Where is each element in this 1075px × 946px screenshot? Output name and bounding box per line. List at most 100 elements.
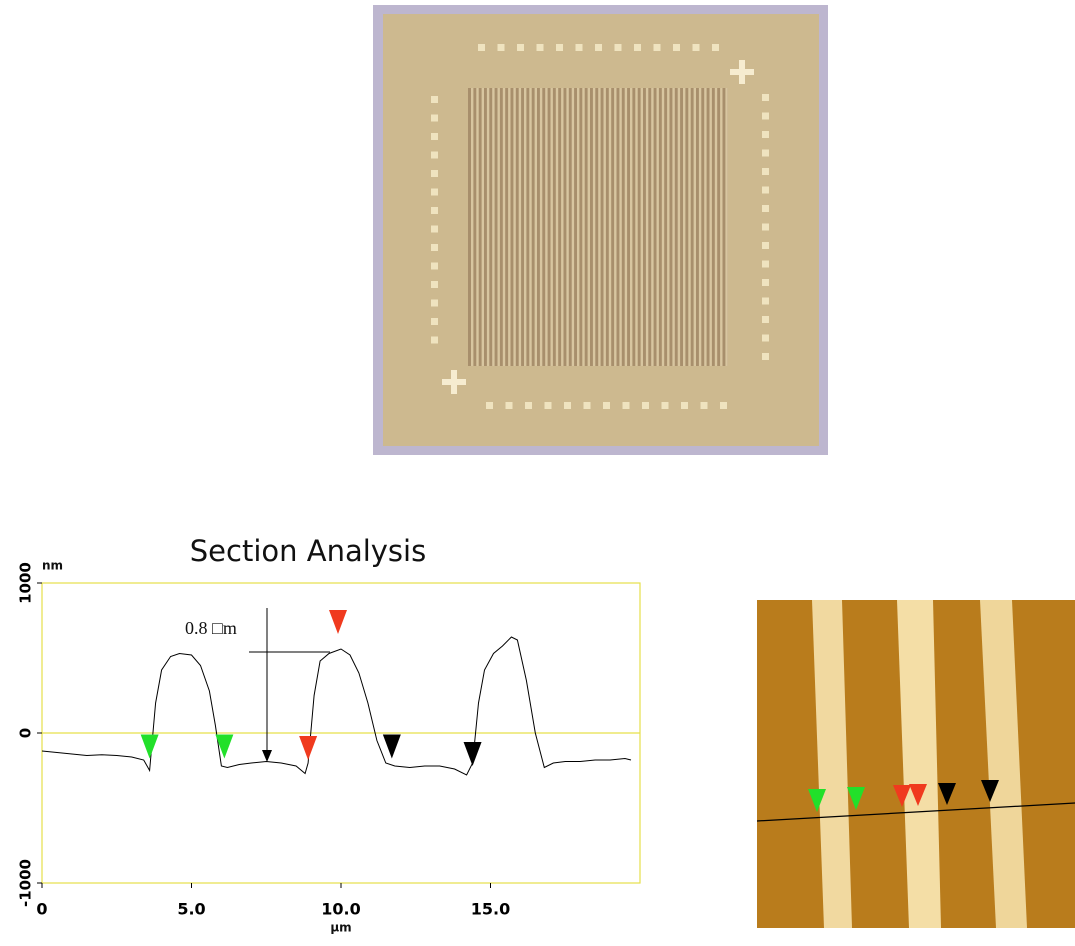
pad: [545, 402, 552, 409]
pad: [762, 224, 769, 231]
alignment-cross: [451, 370, 457, 394]
grating-line: [535, 88, 537, 366]
pad: [673, 44, 680, 51]
grating-line: [651, 88, 653, 366]
grating-line: [556, 88, 558, 366]
pad: [478, 44, 485, 51]
grating-line: [646, 88, 648, 366]
x-tick-label: 10.0: [321, 900, 360, 919]
pad: [615, 44, 622, 51]
x-tick-label: 15.0: [471, 900, 510, 919]
pad: [762, 187, 769, 194]
grating-line: [529, 88, 531, 366]
pad: [762, 261, 769, 268]
chart-title: Section Analysis: [190, 534, 426, 568]
pad: [431, 133, 438, 140]
chip-photo: [373, 5, 828, 455]
alignment-cross: [739, 60, 745, 84]
pad: [576, 44, 583, 51]
grating-line: [482, 88, 484, 366]
pad: [662, 402, 669, 409]
pad: [584, 402, 591, 409]
pad: [712, 44, 719, 51]
pad: [603, 402, 610, 409]
grating-line: [604, 88, 606, 366]
pad: [720, 402, 727, 409]
pad: [498, 44, 505, 51]
pad: [431, 318, 438, 325]
pad: [431, 170, 438, 177]
pad: [634, 44, 641, 51]
pad: [642, 402, 649, 409]
grating-line: [635, 88, 637, 366]
pad: [431, 300, 438, 307]
pad: [431, 115, 438, 122]
pad: [762, 279, 769, 286]
pad: [681, 402, 688, 409]
grating-line: [678, 88, 680, 366]
grating-line: [566, 88, 568, 366]
cursor-marker: [141, 735, 159, 759]
grating-line: [715, 88, 717, 366]
figure: Section Analysis nm μm 0.8 □m 10000-1000…: [0, 0, 1075, 942]
pad: [431, 263, 438, 270]
y-tick-label: -1000: [17, 859, 35, 907]
pad: [654, 44, 661, 51]
annotation-arrowhead: [262, 750, 272, 762]
pad: [762, 205, 769, 212]
pad: [431, 96, 438, 103]
grating-line: [561, 88, 563, 366]
grating-line: [688, 88, 690, 366]
pad: [762, 131, 769, 138]
cursor-marker: [383, 735, 401, 759]
grating-line: [492, 88, 494, 366]
grating-line: [572, 88, 574, 366]
cursor-marker: [464, 742, 482, 766]
x-tick-label: 0: [36, 900, 47, 919]
pad: [517, 44, 524, 51]
pad: [762, 316, 769, 323]
grating-line: [683, 88, 685, 366]
grating-line: [657, 88, 659, 366]
pad: [762, 353, 769, 360]
pad: [431, 152, 438, 159]
annotation: 0.8 □m: [185, 618, 237, 638]
pad: [556, 44, 563, 51]
pad: [762, 150, 769, 157]
pad: [564, 402, 571, 409]
grating-line: [588, 88, 590, 366]
grating-line: [704, 88, 706, 366]
pad: [431, 207, 438, 214]
grating-line: [667, 88, 669, 366]
grating-line: [498, 88, 500, 366]
pad: [431, 281, 438, 288]
grating-line: [630, 88, 632, 366]
x-unit: μm: [330, 921, 351, 935]
pad: [525, 402, 532, 409]
grating-line: [487, 88, 489, 366]
pad: [693, 44, 700, 51]
grating-line: [524, 88, 526, 366]
grating-line: [545, 88, 547, 366]
grating-line: [598, 88, 600, 366]
grating-line: [551, 88, 553, 366]
grating-line: [582, 88, 584, 366]
grating-line: [662, 88, 664, 366]
pad: [431, 337, 438, 344]
grating-line: [476, 88, 478, 366]
afm-image: [757, 600, 1075, 928]
pad: [431, 226, 438, 233]
pad: [762, 113, 769, 120]
grating-line: [614, 88, 616, 366]
x-tick-label: 5.0: [177, 900, 205, 919]
grating-line: [720, 88, 722, 366]
pad: [762, 335, 769, 342]
grating-line: [609, 88, 611, 366]
y-tick-label: 1000: [17, 562, 35, 604]
grating-line: [619, 88, 621, 366]
y-tick-label: 0: [17, 728, 35, 738]
grating-line: [513, 88, 515, 366]
grating-line: [725, 88, 727, 366]
pad: [537, 44, 544, 51]
grating-line: [540, 88, 542, 366]
